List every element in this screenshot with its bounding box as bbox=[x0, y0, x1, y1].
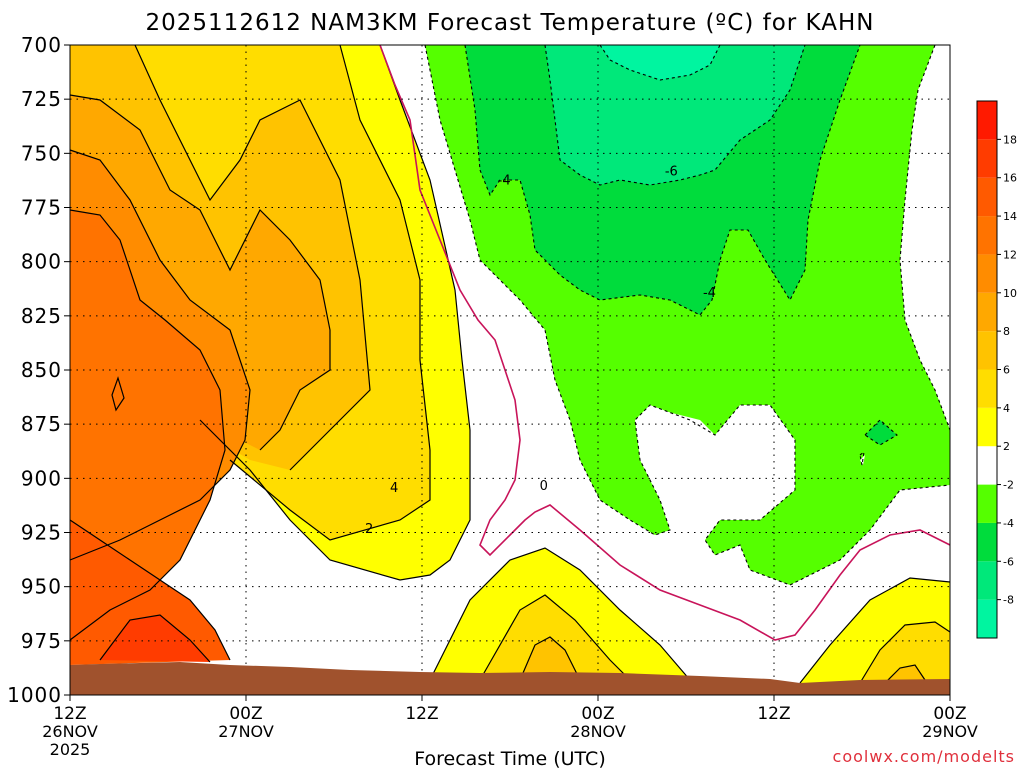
colorbar: -8 -6 -4 -2 2 4 6 8 10 12 14 16 18 bbox=[976, 100, 1017, 639]
fill-16-18 bbox=[100, 615, 210, 662]
y-tick-label: 725 bbox=[21, 87, 62, 111]
y-tick-label: 975 bbox=[21, 629, 62, 653]
colorbar-label: 16 bbox=[1003, 172, 1017, 185]
y-tick-label: 950 bbox=[21, 575, 62, 599]
contour-label: -6 bbox=[665, 165, 678, 180]
colorbar-label: -8 bbox=[1003, 594, 1014, 607]
grid bbox=[70, 45, 950, 695]
contour-label: 2 bbox=[365, 522, 373, 537]
y-tick-label: 1000 bbox=[7, 683, 62, 707]
colorbar-swatch bbox=[977, 292, 997, 332]
contour-label: 0 bbox=[540, 479, 548, 494]
contour-label: -4 bbox=[498, 173, 511, 188]
zero-contour bbox=[379, 44, 951, 641]
colorbar-swatch bbox=[977, 177, 997, 217]
fill-neg8-neg10 bbox=[600, 45, 720, 80]
fill-white-hole-1 bbox=[640, 410, 795, 530]
colorbar-swatch bbox=[977, 599, 997, 638]
fill-neg4-neg6-pocket bbox=[865, 420, 897, 445]
colorbar-label: 4 bbox=[1003, 402, 1010, 415]
y-tick-label: 875 bbox=[21, 412, 62, 436]
x-tick-time: 00Z bbox=[229, 704, 262, 724]
y-tick-label: 925 bbox=[21, 521, 62, 545]
x-tick-date: 26NOV bbox=[42, 722, 98, 741]
colorbar-swatch bbox=[977, 216, 997, 255]
y-tick-label: 775 bbox=[21, 196, 62, 220]
y-tick-label: 825 bbox=[21, 304, 62, 328]
colorbar-swatch bbox=[977, 446, 997, 485]
colorbar-swatch bbox=[977, 101, 997, 140]
colorbar-swatch bbox=[977, 484, 997, 523]
contour-label: 4 bbox=[390, 481, 398, 496]
fill-6-8-pocket-mid bbox=[520, 637, 580, 680]
colorbar-swatch bbox=[977, 407, 997, 447]
colorbar-label: 6 bbox=[1003, 364, 1010, 377]
colorbar-label: 8 bbox=[1003, 325, 1010, 338]
x-tick-date: 29NOV bbox=[922, 722, 978, 741]
colorbar-swatch bbox=[977, 522, 997, 562]
fill-6-8-pocket-right bbox=[885, 665, 925, 683]
fill-neg6-neg8 bbox=[545, 45, 805, 185]
chart-title: 2025112612 NAM3KM Forecast Temperature (… bbox=[146, 10, 875, 36]
y-axis-ticks: 700 725 750 775 800 825 850 875 900 925 950 975 1000 bbox=[7, 33, 70, 707]
fill-12-14 bbox=[70, 210, 225, 640]
colorbar-label: 10 bbox=[1003, 287, 1017, 300]
fill-4-6-pocket-mid bbox=[480, 595, 630, 680]
fill-4-6-pocket-right bbox=[860, 622, 950, 683]
colorbar-swatch bbox=[977, 139, 997, 178]
contours-cold bbox=[424, 44, 951, 586]
y-tick-label: 700 bbox=[21, 33, 62, 57]
plot-area: -4 -6 -4 4 2 0 bbox=[69, 44, 951, 696]
contour-labels: -4 -6 -4 4 2 0 bbox=[365, 165, 716, 538]
x-tick-time: 00Z bbox=[581, 704, 614, 724]
x-tick-date: 28NOV bbox=[570, 722, 626, 741]
colorbar-label: 14 bbox=[1003, 210, 1017, 223]
fill-14-16 bbox=[70, 520, 230, 665]
colorbar-swatch bbox=[977, 369, 997, 408]
y-tick-label: 800 bbox=[21, 250, 62, 274]
y-tick-label: 900 bbox=[21, 466, 62, 490]
credit-text: coolwx.com/modelts bbox=[833, 747, 1015, 766]
colorbar-label: -2 bbox=[1003, 479, 1014, 492]
y-tick-label: 750 bbox=[21, 141, 62, 165]
colorbar-swatch bbox=[977, 331, 997, 370]
x-tick-year: 2025 bbox=[50, 740, 91, 759]
x-tick-time: 12Z bbox=[757, 704, 790, 724]
x-tick-date: 27NOV bbox=[218, 722, 274, 741]
colorbar-label: 12 bbox=[1003, 248, 1017, 261]
colorbar-label: 2 bbox=[1003, 440, 1010, 453]
colorbar-swatch bbox=[977, 254, 997, 293]
colorbar-swatch bbox=[977, 561, 997, 600]
ground-surface bbox=[70, 662, 950, 695]
contour-label: -4 bbox=[703, 286, 716, 301]
x-tick-time: 12Z bbox=[405, 704, 438, 724]
x-tick-time: 00Z bbox=[933, 704, 966, 724]
colorbar-label: -6 bbox=[1003, 555, 1014, 568]
x-tick-time: 12Z bbox=[53, 704, 86, 724]
contours-warm bbox=[69, 44, 951, 684]
colorbar-label: 18 bbox=[1003, 133, 1017, 146]
y-tick-label: 850 bbox=[21, 358, 62, 382]
colorbar-label: -4 bbox=[1003, 517, 1014, 530]
x-axis-label: Forecast Time (UTC) bbox=[414, 748, 605, 768]
